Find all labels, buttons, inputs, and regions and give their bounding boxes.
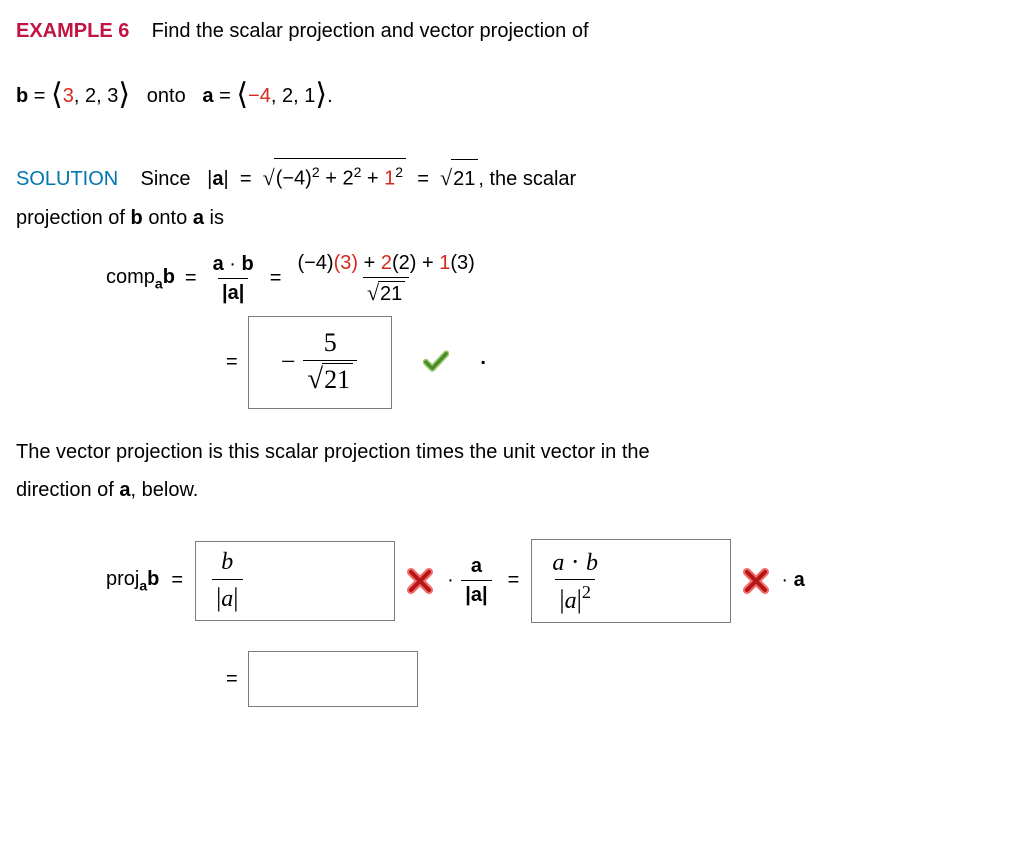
a-x: −4 <box>248 85 271 107</box>
comp-label: compab <box>106 266 175 292</box>
b-label: b <box>16 85 28 107</box>
a-bold: a <box>212 168 223 190</box>
equals: = <box>417 168 429 190</box>
solution-label: SOLUTION <box>16 168 118 190</box>
b-y: 2 <box>79 85 96 107</box>
onto: onto <box>148 207 187 229</box>
term-b: 2 <box>342 168 353 190</box>
proj-row: projab = b |a| · a |a| = a · b |a|2 · a <box>106 539 1008 624</box>
sqrt-expanded: √ (−4)2 + 22 + 12 <box>263 157 406 199</box>
answer-final-row: = <box>226 651 1008 707</box>
scalar-tail: , the scalar <box>478 168 576 190</box>
mid-frac: a |a| <box>461 554 491 607</box>
title-text: Find the scalar projection and vector pr… <box>152 20 589 42</box>
equals: = <box>226 351 238 374</box>
proj-label: projab <box>106 568 159 594</box>
a-z: 1 <box>299 85 316 107</box>
trailing-dot: . <box>480 347 486 370</box>
box3-frac: a · b |a|2 <box>548 546 602 617</box>
cdot: · <box>447 569 454 591</box>
term-c: 1 <box>384 168 395 190</box>
vecproj-text-1: The vector projection is this scalar pro… <box>16 433 1008 471</box>
answer1-row: = − 5 √21 . <box>226 316 1008 409</box>
proj-of: projection of <box>16 207 125 229</box>
answer-box-4[interactable] <box>248 651 418 707</box>
vectors-line: b = ⟨3, 2, 3⟩ onto a = ⟨−4, 2, 1⟩. <box>16 64 1008 121</box>
neg-sign: − <box>281 347 296 377</box>
answer1-frac: 5 √21 <box>303 327 357 398</box>
equals: = <box>226 668 238 691</box>
rangle: ⟩ <box>118 78 130 111</box>
comp-formula-frac: a · b |a| <box>209 252 258 305</box>
vecproj-text-2: direction of a, below. <box>16 471 1008 509</box>
sqrt-21: 21 <box>451 159 478 198</box>
solution-line-2: projection of b onto a is <box>16 199 1008 237</box>
answer-box-1[interactable]: − 5 √21 <box>248 316 392 409</box>
answer-box-2[interactable]: b |a| <box>195 541 395 621</box>
solution-line-1: SOLUTION Since |a| = √ (−4)2 + 22 + 12 =… <box>16 157 1008 199</box>
b-x: 3 <box>63 85 74 107</box>
onto-text: onto <box>147 85 186 107</box>
equals: = <box>508 569 520 592</box>
a-bold: a <box>193 207 204 229</box>
trailing-a: a <box>794 569 805 591</box>
answer-box-3[interactable]: a · b |a|2 <box>531 539 731 624</box>
equals: = <box>219 85 231 107</box>
equals: = <box>171 569 183 592</box>
comp-row: compab = a · b |a| = (−4)(3) + 2(2) + 1(… <box>106 251 1008 306</box>
rangle: ⟩ <box>315 78 327 111</box>
a-y: 2 <box>276 85 293 107</box>
b-z: 3 <box>102 85 119 107</box>
equals: = <box>185 267 197 290</box>
langle: ⟨ <box>51 78 63 111</box>
box2-frac: b |a| <box>212 548 242 614</box>
term-a: (−4) <box>276 168 312 190</box>
a-label: a <box>202 85 213 107</box>
langle: ⟨ <box>236 78 248 111</box>
example-label: EXAMPLE 6 <box>16 20 129 42</box>
cross-icon <box>743 568 769 594</box>
cdot: · <box>781 569 788 591</box>
cross-icon <box>407 568 433 594</box>
comp-calc-frac: (−4)(3) + 2(2) + 1(3) √21 <box>293 251 478 306</box>
b-bold: b <box>131 207 143 229</box>
equals: = <box>240 168 252 190</box>
equals: = <box>34 85 46 107</box>
since-text: Since <box>140 168 190 190</box>
sqrt-result: √ 21 <box>440 157 478 199</box>
equals: = <box>270 267 282 290</box>
is: is <box>210 207 224 229</box>
check-icon <box>423 349 449 375</box>
